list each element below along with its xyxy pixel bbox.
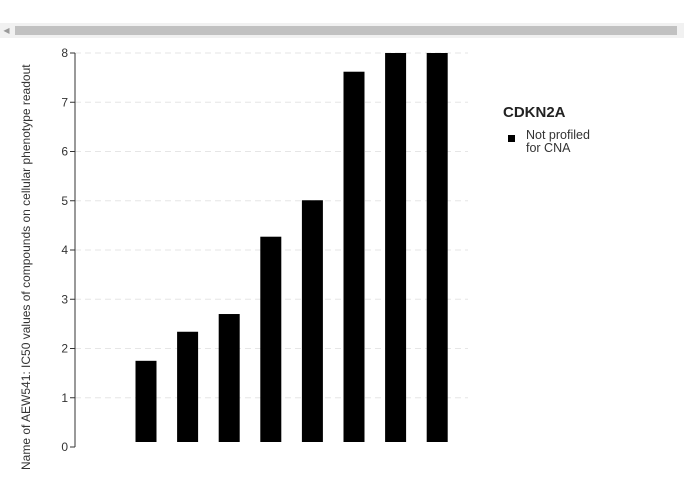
scrollbar-thumb[interactable]: [15, 26, 677, 35]
legend-label: Not profiled for CNA: [526, 128, 590, 155]
y-axis-ticks: 0 1 2 3 4 5 6 7 8: [61, 46, 75, 454]
bar[interactable]: [426, 53, 448, 442]
bar[interactable]: [135, 360, 157, 442]
bar[interactable]: [260, 236, 282, 442]
y-tick-label: 5: [61, 194, 68, 208]
y-tick-label: 8: [61, 46, 68, 60]
bar[interactable]: [385, 53, 407, 442]
legend-swatch: [508, 135, 515, 142]
y-axis-title: Name of AEW541: IC50 values of compounds…: [19, 64, 33, 470]
y-tick-label: 6: [61, 145, 68, 159]
y-tick-label: 2: [61, 342, 68, 356]
legend-title: CDKN2A: [503, 104, 566, 121]
y-tick-label: 4: [61, 243, 68, 257]
bar[interactable]: [177, 331, 199, 442]
y-tick-label: 0: [61, 440, 68, 454]
horizontal-scrollbar[interactable]: ◀: [0, 23, 684, 38]
y-tick-label: 1: [61, 391, 68, 405]
bar[interactable]: [218, 314, 240, 442]
bar[interactable]: [301, 200, 323, 442]
y-tick-label: 7: [61, 95, 68, 109]
bar[interactable]: [343, 71, 365, 442]
bars: [135, 53, 448, 442]
scroll-left-icon[interactable]: ◀: [3, 26, 10, 35]
legend: CDKN2A Not profiled for CNA: [503, 104, 673, 155]
legend-item[interactable]: Not profiled for CNA: [503, 129, 673, 155]
y-tick-label: 3: [61, 292, 68, 306]
